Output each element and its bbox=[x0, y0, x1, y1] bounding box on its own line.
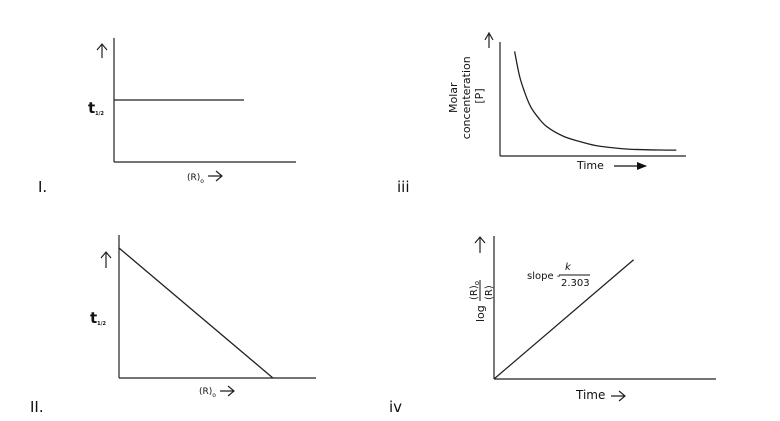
y-label-frac-den: (R) bbox=[484, 285, 495, 300]
slope-frac-num: k bbox=[565, 262, 572, 273]
x-label: (R)o bbox=[199, 387, 216, 399]
slope-frac-den: 2.303 bbox=[561, 278, 590, 289]
series-line bbox=[118, 247, 274, 379]
y-label: Molar concenteration [P] bbox=[447, 53, 486, 139]
y-label-sub: 1/2 bbox=[95, 111, 104, 117]
y-label: log (R)o (R) bbox=[469, 280, 495, 322]
chart-panel-II: t1/2 (R)o II. bbox=[30, 235, 316, 416]
chart-panel-I: t1/2 (R)o I. bbox=[38, 38, 296, 196]
x-arrow-icon bbox=[220, 385, 235, 397]
panel-label: I. bbox=[38, 178, 47, 196]
panel-label: II. bbox=[30, 398, 44, 416]
x-arrow-icon bbox=[611, 390, 626, 402]
x-label: (R)o bbox=[187, 173, 204, 185]
y-label-sub: 1/2 bbox=[97, 321, 106, 327]
series-line bbox=[513, 51, 677, 151]
y-arrow-icon bbox=[100, 251, 112, 268]
y-label: t1/2 bbox=[90, 309, 106, 327]
x-label: Time bbox=[575, 388, 605, 402]
y-arrow-icon bbox=[96, 43, 108, 58]
panel-label: iii bbox=[397, 178, 410, 196]
y-label-line-3: [P] bbox=[473, 88, 486, 103]
y-label-line-2: concenteration bbox=[460, 56, 473, 139]
y-label-log: log bbox=[474, 305, 487, 322]
y-label-line-1: Molar bbox=[447, 82, 460, 113]
x-arrow-icon bbox=[208, 170, 223, 182]
chart-panel-iii: Molar concenteration [P] Time iii bbox=[397, 31, 686, 196]
y-label-frac-num: (R)o bbox=[469, 281, 481, 300]
series-line bbox=[493, 259, 635, 380]
x-label: Time bbox=[576, 159, 604, 172]
y-arrow-icon bbox=[484, 31, 494, 48]
y-label-frac-num-sub: o bbox=[473, 281, 481, 285]
x-label-sub: o bbox=[200, 178, 204, 185]
chart-panel-iv: log (R)o (R) slope - k 2.303 Time iv bbox=[389, 236, 716, 416]
slope-annotation: slope - bbox=[527, 271, 561, 282]
x-label-sub: o bbox=[212, 392, 216, 399]
panel-label: iv bbox=[389, 398, 402, 416]
y-label: t1/2 bbox=[88, 99, 104, 117]
y-arrow-icon bbox=[474, 236, 486, 253]
